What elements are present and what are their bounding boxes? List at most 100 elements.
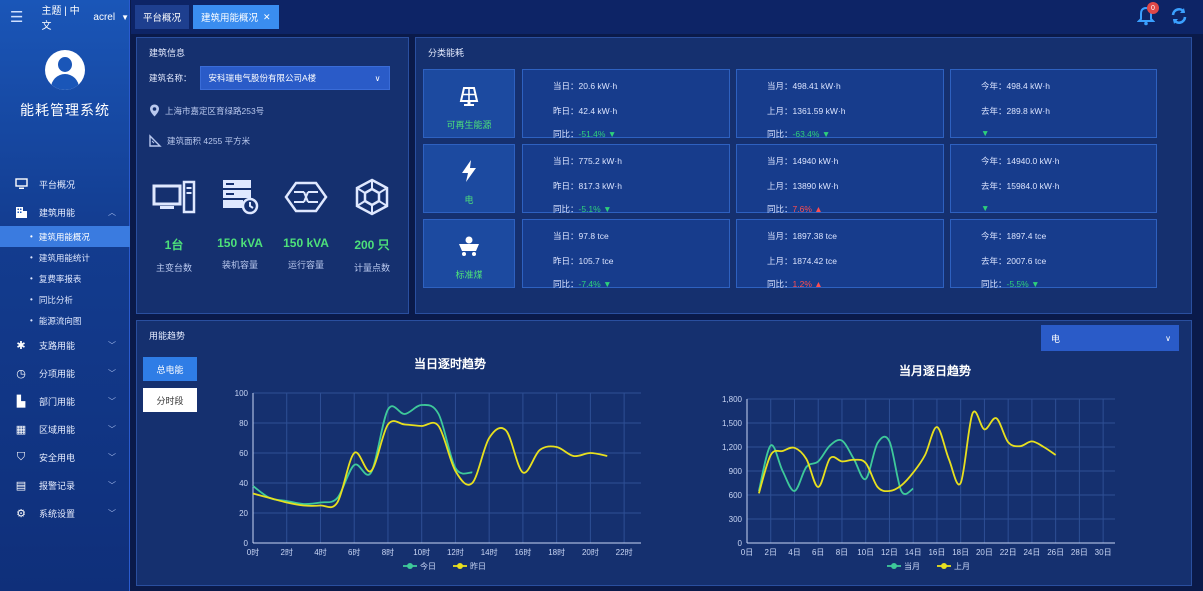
- sidebar-subitem-yoy[interactable]: 同比分析: [0, 289, 130, 310]
- sidebar-item-subentry[interactable]: ◷ 分项用能 ﹀: [0, 359, 130, 387]
- today-value: 当日：97.8 tce: [553, 231, 609, 241]
- location-pin-icon: [150, 104, 159, 117]
- year-value: 今年：14940.0 kW·h: [981, 156, 1060, 166]
- energy-type-value: 电: [1051, 333, 1061, 344]
- sidebar-item-safety[interactable]: ⛉ 安全用电 ﹀: [0, 443, 130, 471]
- x-tick-label: 22时: [616, 547, 633, 557]
- sidebar-item-label: 分项用能: [39, 368, 76, 379]
- energy-cell-month: 当月：1897.38 tce 上月：1874.42 tce 同比：1.2% ▲: [736, 219, 944, 289]
- last-month-value: 上月：1361.59 kW·h: [767, 106, 846, 116]
- user-menu[interactable]: acrel: [93, 11, 116, 23]
- x-tick-label: 14时: [481, 547, 498, 557]
- y-tick-label: 0: [738, 539, 743, 548]
- month-value: 当月：14940 kW·h: [767, 156, 839, 166]
- refresh-icon[interactable]: [1169, 6, 1189, 31]
- sidebar-item-branch[interactable]: ✱ 支路用能 ﹀: [0, 331, 130, 359]
- panel-title: 分类能耗: [428, 48, 465, 58]
- yoy-value: -7.4%: [578, 279, 601, 289]
- sidebar-item-label: 安全用电: [39, 452, 76, 463]
- category-renewable[interactable]: 可再生能源: [423, 69, 515, 138]
- sidebar-item-alarm[interactable]: ▤ 报警记录 ﹀: [0, 471, 130, 499]
- chevron-down-icon: ﹀: [108, 480, 116, 490]
- bell-icon[interactable]: 0: [1136, 2, 1159, 31]
- chevron-down-icon[interactable]: ▼: [121, 12, 129, 22]
- building-name-row: 建筑名称： 安科瑞电气股份有限公司A楼 ∨: [149, 66, 390, 90]
- chevron-down-icon: ﹀: [108, 508, 116, 518]
- sidebar-item-settings[interactable]: ⚙ 系统设置 ﹀: [0, 499, 130, 527]
- sidebar-subitem-energy-flow[interactable]: 能源流向图: [0, 310, 130, 331]
- sidebar-subitem-building-overview[interactable]: 建筑用能概况: [0, 226, 130, 247]
- sidebar-subitem-building-stats[interactable]: 建筑用能统计: [0, 247, 130, 268]
- month-value: 当月：1897.38 tce: [767, 231, 837, 241]
- arrow-down-icon: ▼: [603, 279, 612, 289]
- tab-building-overview[interactable]: 建筑用能概况 ✕: [193, 5, 279, 29]
- last-month-value: 上月：1874.42 tce: [767, 256, 837, 266]
- yoy-row: 同比：-63.4% ▼: [767, 128, 830, 140]
- chart-title-monthly: 当月逐日趋势: [899, 364, 972, 378]
- sidebar-item-label: 部门用能: [39, 396, 76, 407]
- category-electricity[interactable]: 电: [423, 144, 515, 213]
- x-tick-label: 8日: [836, 548, 848, 557]
- arrow-down-icon: ▼: [981, 203, 990, 213]
- x-tick-label: 28日: [1071, 548, 1088, 557]
- legend-label: 今日: [420, 561, 436, 571]
- chevron-down-icon: ﹀: [108, 424, 116, 434]
- legend-label: 当月: [904, 561, 920, 571]
- close-icon[interactable]: ✕: [263, 11, 271, 22]
- yoy-row: ▼: [981, 203, 989, 213]
- total-energy-button[interactable]: 总电能: [143, 357, 197, 381]
- yoy-value: -5.5%: [1006, 279, 1029, 289]
- yoy-value: -5.1%: [578, 204, 601, 214]
- x-tick-label: 0日: [741, 548, 753, 557]
- sidebar-item-platform[interactable]: 平台概况: [0, 170, 130, 198]
- sidebar-item-label: 支路用能: [39, 340, 76, 351]
- energy-cell-day: 当日：97.8 tce 昨日：105.7 tce 同比：-7.4% ▼: [522, 219, 730, 289]
- building-address: 上海市嘉定区育绿路253号: [149, 104, 264, 117]
- sidebar-item-building[interactable]: 建筑用能 ︿: [0, 198, 130, 226]
- y-tick-label: 1,500: [722, 419, 743, 428]
- daily-trend-chart: 0 20 40 60 80 100 0时 2时 4时 6时 8时 10时 12时 14时 16时 18时 20时…: [235, 389, 641, 571]
- building-select[interactable]: 安科瑞电气股份有限公司A楼 ∨: [199, 66, 390, 90]
- time-period-button[interactable]: 分时段: [143, 388, 197, 412]
- series-line: [252, 404, 473, 505]
- x-tick-label: 10日: [857, 548, 874, 557]
- notification-badge: 0: [1147, 2, 1159, 14]
- clock-icon: ◷: [16, 367, 26, 380]
- stat-metering-points: 200 只 计量点数: [339, 176, 405, 274]
- menu-toggle-icon[interactable]: ☰: [10, 9, 24, 26]
- stat-value: 200 只: [354, 238, 390, 252]
- system-title: 能耗管理系统: [20, 102, 110, 118]
- chevron-down-icon: ﹀: [108, 452, 116, 462]
- x-tick-label: 24日: [1023, 548, 1040, 557]
- x-tick-label: 8时: [382, 547, 394, 557]
- yesterday-value: 昨日：817.3 kW·h: [553, 181, 622, 191]
- yoy-row: ▼: [981, 128, 989, 138]
- panel-title: 用能趋势: [149, 331, 186, 341]
- solar-panel-icon: [424, 84, 514, 108]
- x-tick-label: 18时: [548, 547, 565, 557]
- sidebar-top: ☰ 主题 | 中文 acrel ▼: [0, 0, 129, 34]
- x-tick-label: 16日: [928, 548, 945, 557]
- energy-cell-day: 当日：20.6 kW·h 昨日：42.4 kW·h 同比：-51.4% ▼: [522, 69, 730, 139]
- computer-icon: [141, 176, 207, 218]
- yoy-label: 同比：: [553, 204, 579, 214]
- y-tick-label: 0: [244, 539, 249, 548]
- x-tick-label: 12时: [447, 547, 464, 557]
- legend-label: 昨日: [470, 561, 486, 571]
- y-tick-label: 80: [239, 419, 248, 428]
- tab-platform-overview[interactable]: 平台概况: [135, 5, 190, 29]
- settings-icon: ⚙: [16, 507, 26, 520]
- energy-type-select[interactable]: 电 ∨: [1041, 325, 1179, 351]
- sidebar-item-region[interactable]: ▦ 区域用能 ﹀: [0, 415, 130, 443]
- category-standard-coal[interactable]: 标准煤: [423, 219, 515, 288]
- monitor-icon: [14, 177, 28, 191]
- stat-label: 计量点数: [353, 263, 390, 273]
- theme-language-switch[interactable]: 主题 | 中文: [41, 6, 80, 32]
- y-tick-label: 1,800: [722, 395, 743, 404]
- sidebar-item-label: 建筑用能: [39, 207, 76, 218]
- chevron-down-icon: ﹀: [108, 368, 116, 378]
- x-tick-label: 0时: [247, 547, 259, 557]
- sidebar-subitem-rate-report[interactable]: 复费率报表: [0, 268, 130, 289]
- sidebar-item-department[interactable]: ▙ 部门用能 ﹀: [0, 387, 130, 415]
- building-info-panel: 建筑信息 建筑名称： 安科瑞电气股份有限公司A楼 ∨ 上海市嘉定区育绿路253号…: [136, 37, 409, 314]
